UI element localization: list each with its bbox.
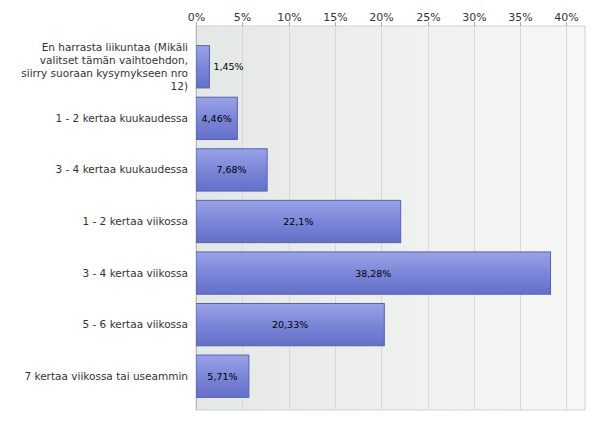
- bar: [196, 355, 249, 397]
- category-label: 1 - 2 kertaa viikossa: [82, 215, 188, 227]
- data-label: 1,45%: [213, 61, 243, 72]
- grid-line: [520, 26, 521, 410]
- data-label: 20,33%: [272, 319, 308, 330]
- data-label: 7,68%: [216, 164, 246, 175]
- grid-line: [428, 26, 429, 410]
- category-label: 3 - 4 kertaa kuukaudessa: [55, 163, 188, 175]
- category-label: 5 - 6 kertaa viikossa: [82, 318, 188, 330]
- tick-label: 35%: [508, 11, 532, 24]
- tick-label: 10%: [277, 11, 301, 24]
- category-label: 1 - 2 kertaa kuukaudessa: [55, 112, 188, 124]
- data-label: 22,1%: [283, 216, 313, 227]
- bar: [196, 149, 267, 191]
- tick-label: 25%: [416, 11, 440, 24]
- bar: [196, 200, 401, 242]
- category-label: 7 kertaa viikossa tai useammin: [24, 370, 188, 382]
- bar: [196, 97, 237, 139]
- bars: [196, 46, 551, 398]
- grid-line: [474, 26, 475, 410]
- data-label: 5,71%: [207, 371, 237, 382]
- plot-area: [196, 26, 585, 410]
- data-label: 4,46%: [202, 113, 232, 124]
- category-label: 3 - 4 kertaa viikossa: [82, 267, 188, 279]
- bar: [196, 252, 551, 294]
- bar: [196, 303, 384, 345]
- tick-label: 15%: [323, 11, 347, 24]
- bar: [196, 46, 209, 88]
- tick-label: 5%: [234, 11, 251, 24]
- grid-line: [566, 26, 567, 410]
- category-label: En harrasta liikuntaa (Mikälivalitset tä…: [21, 41, 188, 92]
- data-label: 38,28%: [355, 268, 391, 279]
- tick-label: 20%: [369, 11, 393, 24]
- chart: 0% 5% 10% 15% 20% 25% 30% 35% 40% 1,45% En harrast…: [0, 0, 600, 425]
- tick-label: 30%: [462, 11, 486, 24]
- tick-label: 0%: [188, 11, 205, 24]
- tick-label: 40%: [554, 11, 578, 24]
